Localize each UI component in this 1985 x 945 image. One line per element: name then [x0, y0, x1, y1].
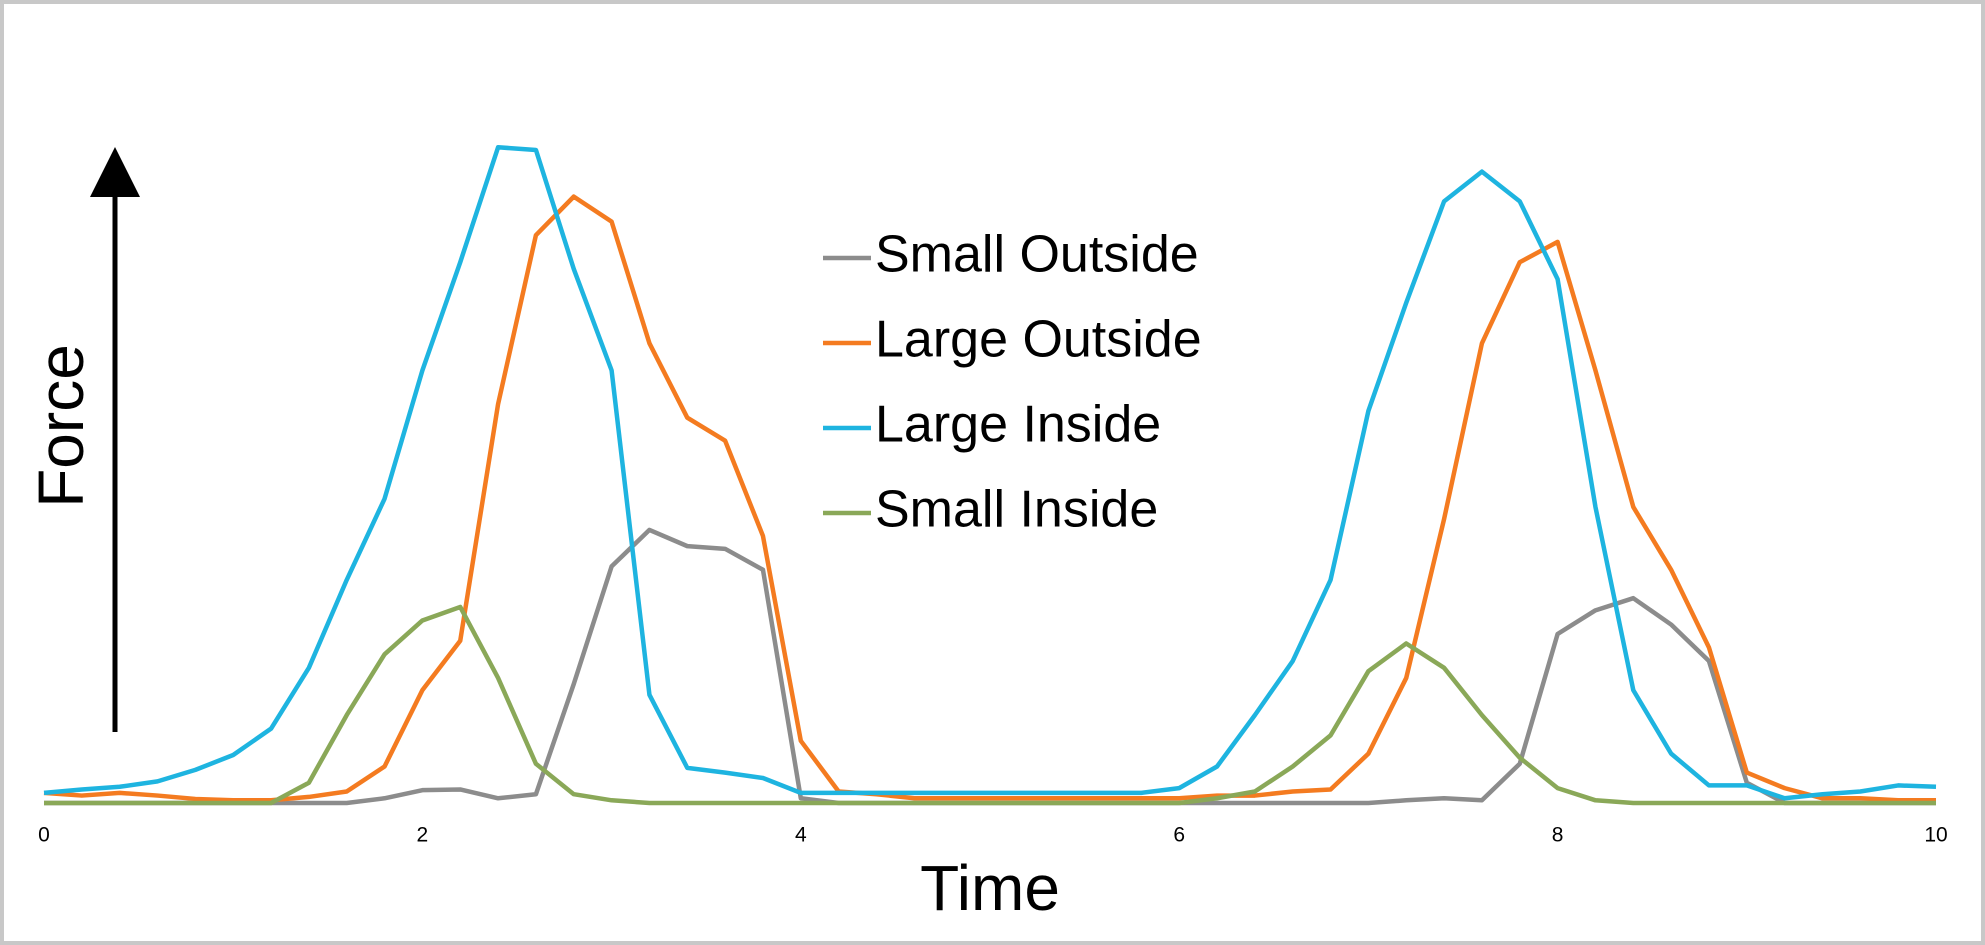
legend-label: Small Outside: [875, 226, 1199, 284]
x-tick-label: 4: [795, 824, 807, 847]
x-tick-label: 6: [1173, 824, 1185, 847]
x-axis-title: Time: [920, 852, 1060, 924]
legend-label: Small Inside: [875, 481, 1158, 539]
legend-label: Large Inside: [875, 396, 1161, 454]
x-tick-label: 0: [38, 824, 50, 847]
y-axis-title: Force: [25, 344, 97, 508]
x-tick-label: 8: [1552, 824, 1564, 847]
x-tick-label: 10: [1924, 824, 1947, 847]
x-tick-label: 2: [417, 824, 429, 847]
legend-label: Large Outside: [875, 311, 1202, 369]
series-line: [44, 604, 1936, 806]
series-line: [43, 194, 1936, 803]
series-line: [43, 145, 1937, 801]
